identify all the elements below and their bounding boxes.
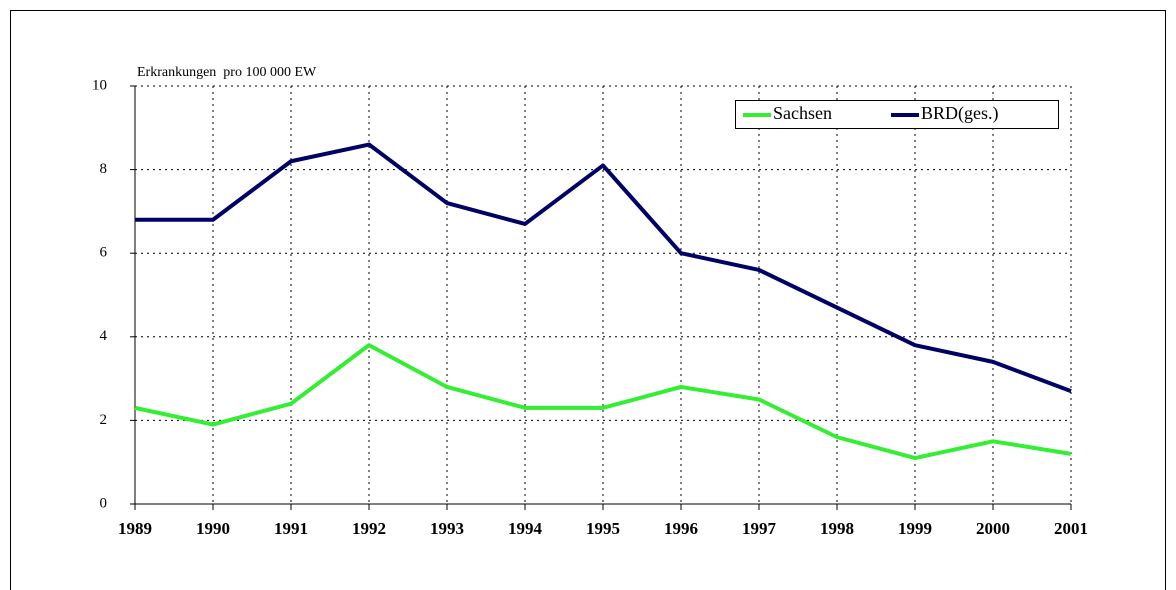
legend-label: BRD(ges.) (921, 103, 999, 124)
x-tick-label: 2001 (1054, 519, 1088, 538)
x-tick-label: 1997 (742, 519, 777, 538)
x-tick-label: 1991 (274, 519, 308, 538)
y-tick-label: 8 (100, 161, 108, 177)
legend-label: Sachsen (773, 103, 832, 123)
y-axis-label: Erkrankungen pro 100 000 EW (137, 65, 317, 80)
x-tick-label: 1989 (118, 519, 152, 538)
x-tick-label: 1996 (664, 519, 698, 538)
x-tick-label: 1990 (196, 519, 230, 538)
line (135, 142, 1072, 394)
y-tick-label: 6 (100, 245, 108, 261)
frame (10, 10, 1166, 590)
x-tick-label: 1993 (430, 519, 464, 538)
y-tick-label: 0 (100, 495, 108, 511)
line (134, 343, 1072, 461)
y-tick-label: 2 (100, 412, 108, 428)
x-tick-label: 1998 (820, 519, 854, 538)
x-tick-label: 2000 (976, 519, 1010, 538)
x-tick-label: 1994 (508, 519, 543, 538)
y-tick-label: 10 (92, 77, 107, 93)
x-tick-label: 1992 (352, 519, 386, 538)
x-tick-label: 1999 (898, 519, 932, 538)
x-tick-label: 1995 (586, 519, 620, 538)
y-tick-label: 4 (100, 328, 108, 344)
